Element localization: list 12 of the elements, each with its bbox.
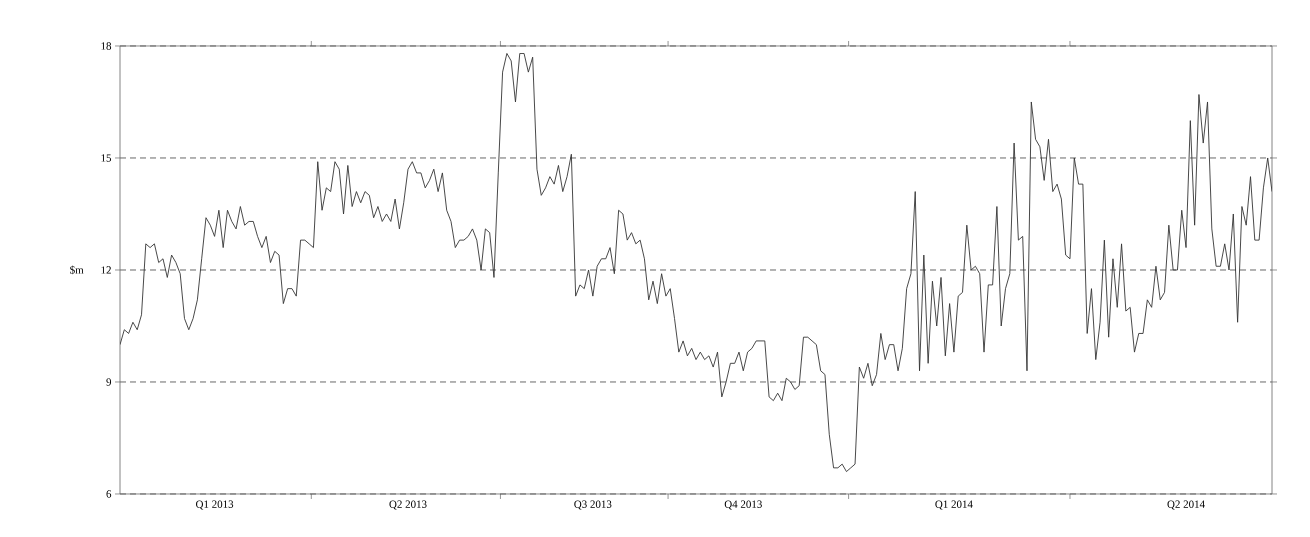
y-tick-label: 18	[101, 42, 112, 50]
x-tick-label: Q3 2013	[574, 500, 612, 510]
x-tick-label: Q2 2013	[389, 500, 427, 510]
y-tick-label: 12	[101, 266, 111, 274]
y-tick-label: 9	[106, 378, 112, 386]
y-tick-label: 15	[101, 154, 112, 162]
y-axis-title: $m	[70, 265, 84, 275]
x-tick-label: Q1 2014	[935, 500, 973, 510]
y-tick-label: 6	[106, 490, 112, 498]
x-tick-label: Q1 2013	[196, 500, 234, 510]
x-tick-label: Q4 2013	[724, 500, 762, 510]
x-tick-label: Q2 2014	[1167, 500, 1205, 510]
